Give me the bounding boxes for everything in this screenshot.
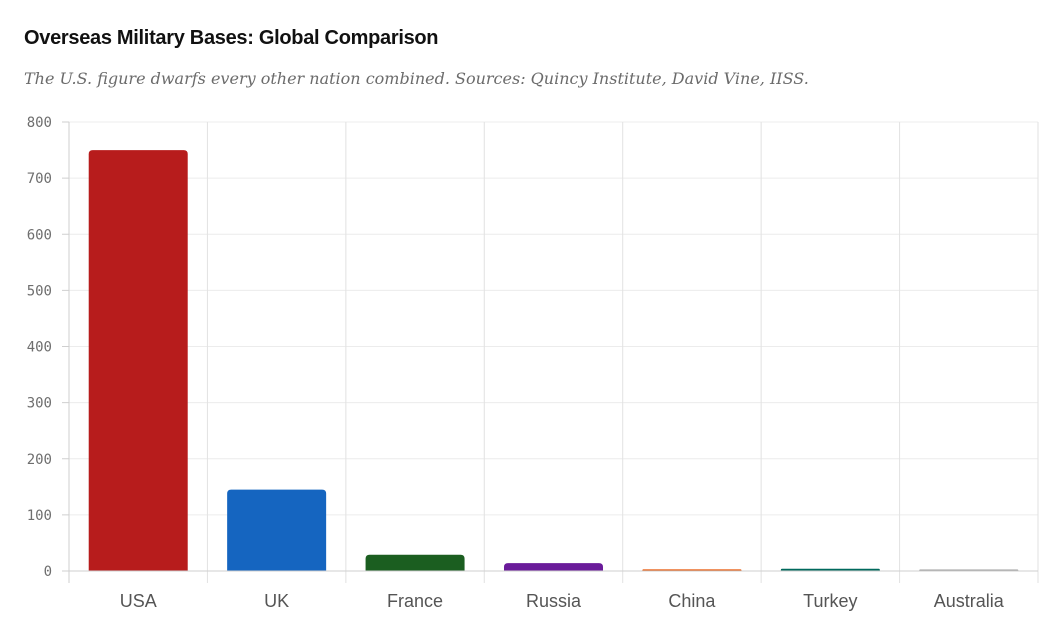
x-tick-label: China <box>668 591 716 611</box>
chart-title: Overseas Military Bases: Global Comparis… <box>24 27 439 49</box>
bar-russia <box>504 563 603 571</box>
bars <box>88 150 1019 571</box>
y-tick-label: 700 <box>27 171 52 187</box>
x-tick-label: Australia <box>934 591 1005 611</box>
x-axis: USA UK France Russia China Turkey Australia <box>62 570 1038 611</box>
y-tick-label: 200 <box>27 452 52 468</box>
bar-turkey <box>780 568 880 571</box>
y-axis: 0 100 200 300 400 500 600 700 800 <box>27 115 69 580</box>
y-tick-label: 500 <box>27 283 52 299</box>
y-tick-label: 300 <box>27 396 52 412</box>
chart-subtitle: The U.S. figure dwarfs every other natio… <box>24 69 809 88</box>
y-tick-label: 400 <box>27 340 52 356</box>
x-tick-label: France <box>387 591 443 611</box>
bar-france <box>365 554 465 571</box>
x-tick-label: UK <box>264 591 289 611</box>
bar-uk <box>227 489 327 571</box>
y-tick-label: 600 <box>27 227 52 243</box>
bar-usa <box>88 150 188 571</box>
x-tick-label: Russia <box>526 591 582 611</box>
y-tick-label: 800 <box>27 115 52 131</box>
x-tick-label: Turkey <box>803 591 857 611</box>
y-tick-label: 100 <box>27 508 52 524</box>
x-tick-label: USA <box>120 591 157 611</box>
y-tick-label: 0 <box>44 564 52 580</box>
grid-lines <box>68 121 1039 583</box>
